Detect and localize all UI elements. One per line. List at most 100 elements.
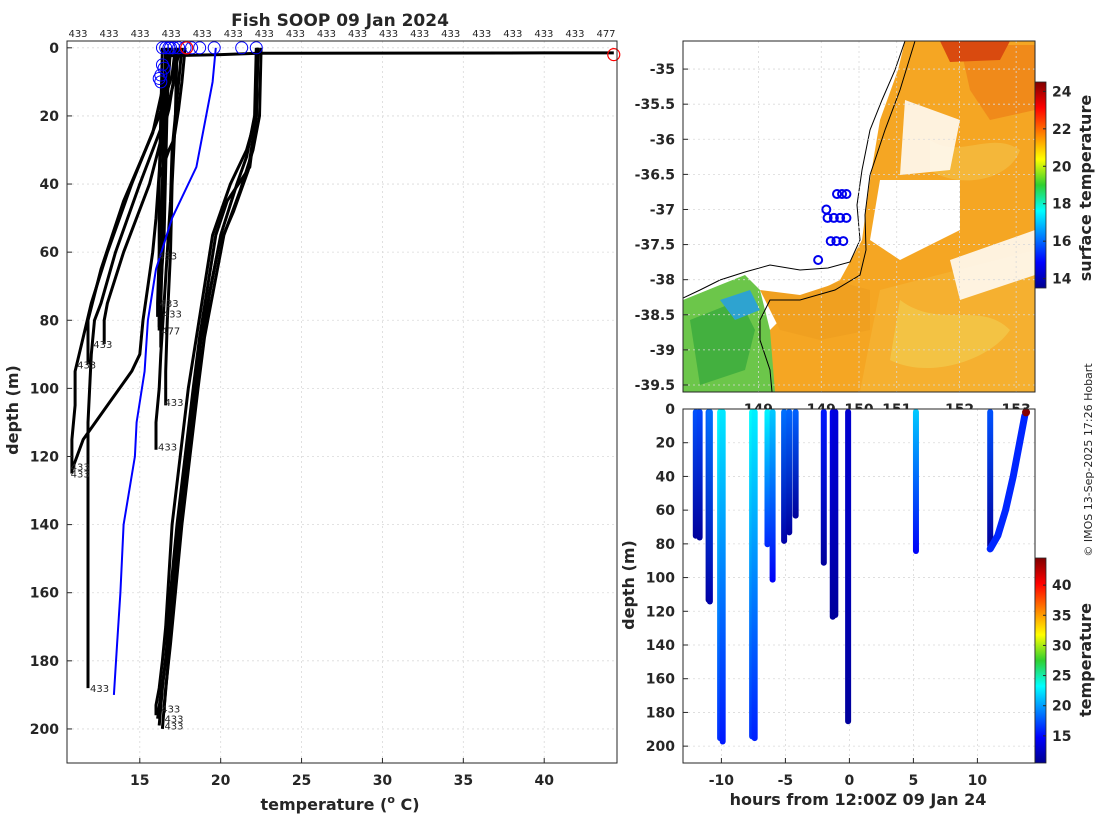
map-panel: -35 -35.5 -36 -36.5 -37 -37.5 -38 -38.5 -39 -39.5… <box>635 40 1095 418</box>
surface-marker-red <box>607 48 621 62</box>
map-lat-tick-label: -39.5 <box>635 378 675 394</box>
dt-y-tick-label: 40 <box>656 469 676 485</box>
map-grid <box>683 41 1035 392</box>
dt-y-tick-label: 80 <box>656 537 676 553</box>
temp-colorbar <box>1034 557 1047 764</box>
top-label: 433 <box>224 29 243 40</box>
y-tick-label: 160 <box>30 586 59 602</box>
cast-bar <box>781 409 788 544</box>
map-lat-tick-label: -37.5 <box>635 238 675 254</box>
coastline <box>683 41 916 392</box>
top-label: 433 <box>131 29 150 40</box>
dt-x-tick-label: -5 <box>778 773 794 789</box>
surface-marker-blue <box>159 41 173 55</box>
profiles-point-labels: 4334334334334334774334334334334334334334… <box>71 252 184 733</box>
y-tick-label: 180 <box>30 654 59 670</box>
sst-colorbar-ticks: 14 16 18 20 22 24 <box>1043 84 1072 288</box>
temp-colorbar-tick-label: 30 <box>1052 638 1072 654</box>
map-station-marker <box>813 255 824 266</box>
x-tick-label: 15 <box>130 773 149 789</box>
cast-bar <box>786 409 793 536</box>
sst-colorbar-tick-label: 20 <box>1052 159 1072 175</box>
top-label: 433 <box>348 29 367 40</box>
temp-colorbar-tick-label: 35 <box>1052 608 1071 624</box>
profiles-ticks: 15 20 25 30 35 40 0 20 40 60 80 100 120 140 160 180 200 <box>30 41 554 789</box>
surface-marker-blue <box>249 41 263 55</box>
profile-line-433 <box>156 47 164 317</box>
profiles-top-labels: 433 433 433 433 433 433 433 433 433 433 433 433 433 4… <box>68 29 615 40</box>
point-label: 433 <box>158 252 177 263</box>
top-label: 433 <box>534 29 553 40</box>
point-label: 433 <box>163 309 182 320</box>
profile-line-477 <box>157 47 168 331</box>
point-label: 433 <box>160 299 179 310</box>
chart-title: Fish SOOP 09 Jan 2024 <box>231 11 449 31</box>
credit-text: © IMOS 13-Sep-2025 17:26 Hobart <box>1082 363 1095 557</box>
y-tick-label: 80 <box>40 313 60 329</box>
temp-colorbar-tick-label: 20 <box>1052 699 1072 715</box>
hot-surface-point <box>1022 409 1031 417</box>
top-label: 433 <box>193 29 212 40</box>
surface-marker-blue <box>235 41 249 55</box>
top-label: 433 <box>162 29 181 40</box>
dt-y-tick-label: 120 <box>646 604 675 620</box>
cast-bar <box>751 409 758 742</box>
profile-line-433 <box>162 47 260 709</box>
map-station-marker <box>838 236 849 247</box>
point-label: 433 <box>71 463 90 474</box>
y-tick-label: 100 <box>30 381 59 397</box>
map-station-marker <box>828 212 839 223</box>
x-tick-label: 25 <box>292 773 311 789</box>
cast-bar <box>764 409 771 548</box>
map-lat-tick-label: -35 <box>650 62 675 78</box>
profiles-surface-markers <box>152 41 621 89</box>
top-label: 433 <box>410 29 429 40</box>
top-label: 433 <box>441 29 460 40</box>
y-tick-label: 20 <box>40 109 60 125</box>
point-label: 433 <box>93 340 112 351</box>
map-lat-tick-label: -39 <box>650 343 675 359</box>
top-label: 433 <box>317 29 336 40</box>
map-station-marker <box>822 212 833 223</box>
map-lat-tick-label: -36.5 <box>635 167 675 183</box>
profile-line-433 <box>157 47 258 726</box>
dt-y-tick-label: 160 <box>646 672 675 688</box>
dt-y-tick-label: 100 <box>646 571 675 587</box>
temp-colorbar-tick-label: 15 <box>1052 729 1071 745</box>
profiles-series <box>70 47 614 730</box>
sst-colorbar <box>1034 81 1047 289</box>
dt-y-tick-label: 0 <box>665 402 675 418</box>
top-label: 433 <box>286 29 305 40</box>
profile-line-433 <box>102 47 182 345</box>
mean-profile-line <box>112 47 217 695</box>
cast-bar <box>792 409 799 519</box>
temp-colorbar-tick-label: 40 <box>1052 578 1072 594</box>
cast-slope <box>986 412 1029 553</box>
point-label: 433 <box>77 361 96 372</box>
map-station-marker <box>832 189 842 200</box>
sst-colorbar-tick-label: 22 <box>1052 122 1071 138</box>
depth-time-x-label: hours from 12:00Z 09 Jan 24 <box>730 790 987 809</box>
top-label: 433 <box>472 29 491 40</box>
cast-bar <box>820 409 827 566</box>
profiles-x-label: temperature (o C) <box>260 793 419 814</box>
point-label: 433 <box>71 470 90 481</box>
point-label: 433 <box>164 722 183 733</box>
dt-y-tick-label: 60 <box>656 503 676 519</box>
cast-bar <box>706 409 713 605</box>
sst-colorbar-tick-label: 24 <box>1052 84 1072 100</box>
temp-colorbar-tick-label: 25 <box>1052 669 1071 685</box>
point-label: 433 <box>161 705 180 716</box>
x-tick-label: 20 <box>211 773 231 789</box>
y-tick-label: 200 <box>30 722 59 738</box>
surface-marker-blue <box>155 41 169 55</box>
map-station-marker <box>831 236 842 247</box>
dt-x-tick-label: 5 <box>909 773 919 789</box>
map-stations <box>813 189 852 266</box>
dt-y-tick-label: 20 <box>656 436 676 452</box>
map-station-marker <box>837 189 848 200</box>
cast-bar <box>832 409 839 619</box>
surface-marker-blue <box>185 41 199 55</box>
